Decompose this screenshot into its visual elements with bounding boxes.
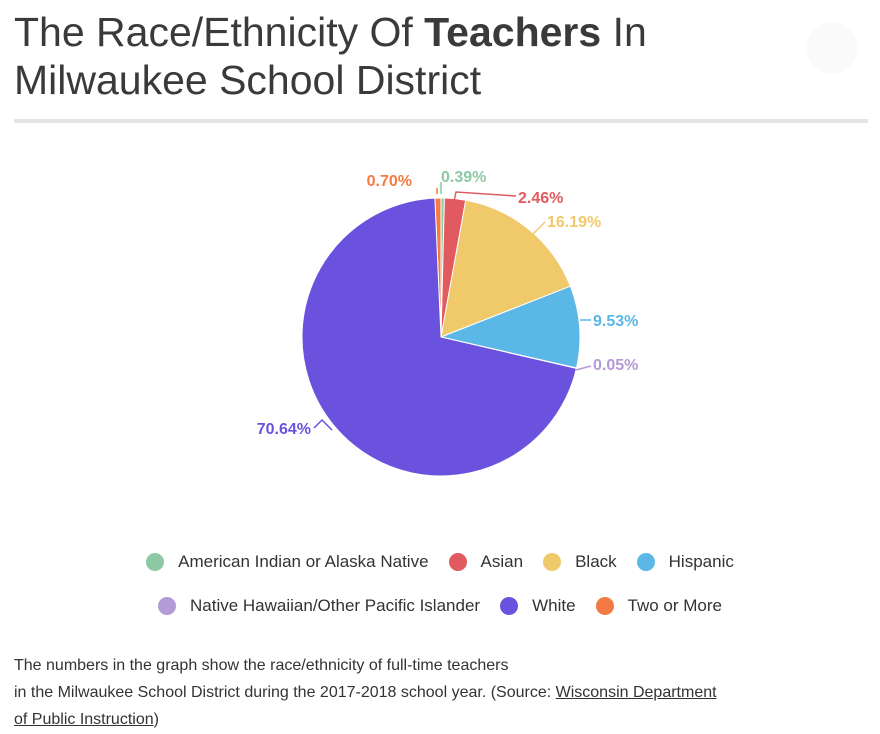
caption-line-1: The numbers in the graph show the race/e… <box>14 657 509 674</box>
legend-swatch <box>157 597 176 615</box>
legend-swatch <box>448 553 467 571</box>
legend-item-black[interactable]: Black <box>543 552 617 572</box>
data-label-american-indian-or-alaska-native: 0.39% <box>441 169 486 186</box>
source-link-cont[interactable]: of Public Instruction <box>14 711 154 728</box>
legend-swatch <box>500 597 519 615</box>
legend-label: Hispanic <box>668 552 734 571</box>
data-label-two-or-more: 0.70% <box>367 173 412 190</box>
data-label-native-hawaiian-other-pacific-islander: 0.05% <box>593 357 638 374</box>
legend-row: American Indian or Alaska Native Asian Bla… <box>0 540 880 584</box>
pie-slice-hispanic[interactable] <box>439 285 581 369</box>
page-title: The Race/Ethnicity Of Teachers In Milwau… <box>14 8 814 104</box>
chart-caption: The numbers in the graph show the race/e… <box>14 652 874 733</box>
legend-item-asian[interactable]: Asian <box>448 552 524 572</box>
legend-row: Native Hawaiian/Other Pacific Islander Wh… <box>0 584 880 628</box>
legend-label: White <box>532 596 576 615</box>
legend-swatch <box>595 597 614 615</box>
data-label-white: 70.64% <box>257 421 311 438</box>
legend-item-hispanic[interactable]: Hispanic <box>636 552 734 572</box>
legend-item-american-indian-or-alaska-native[interactable]: American Indian or Alaska Native <box>146 552 429 572</box>
pie-slice-white[interactable] <box>301 197 577 477</box>
caption-close: ) <box>153 711 159 728</box>
title-bold: Teachers <box>424 9 602 55</box>
legend-item-two-or-more[interactable]: Two or More <box>595 596 723 616</box>
caption-line-3: of Public Instruction) <box>14 706 874 733</box>
leader-line-asian <box>453 191 517 202</box>
chart-legend: American Indian or Alaska Native Asian Bla… <box>0 540 880 628</box>
legend-item-native-hawaiian-other-pacific-islander[interactable]: Native Hawaiian/Other Pacific Islander <box>157 596 481 616</box>
data-label-black: 16.19% <box>547 214 601 231</box>
legend-swatch <box>543 553 562 571</box>
leader-line-white <box>313 418 333 431</box>
legend-label: Asian <box>480 552 524 571</box>
pie-chart: 0.39% 2.46% 16.19% 9.53% 0.05% 70.64% 0.70% <box>257 169 638 477</box>
source-link[interactable]: Wisconsin Department <box>555 684 717 701</box>
data-label-asian: 2.46% <box>518 190 563 207</box>
legend-swatch <box>146 553 165 571</box>
caption-line-2: in the Milwaukee School District during … <box>14 679 874 706</box>
legend-label: Black <box>575 552 617 571</box>
legend-label: Native Hawaiian/Other Pacific Islander <box>189 596 481 615</box>
title-divider <box>14 119 868 123</box>
leader-line-native-hawaiian-other-pacific-islander <box>575 365 592 371</box>
title-post: In Milwaukee School District <box>14 9 647 103</box>
caption-line-2-text: in the Milwaukee School District during … <box>14 684 556 701</box>
legend-swatch <box>636 553 655 571</box>
title-pre: The Race/Ethnicity Of <box>14 9 425 55</box>
legend-item-white[interactable]: White <box>500 596 576 616</box>
legend-label: American Indian or Alaska Native <box>178 552 429 571</box>
share-button[interactable] <box>806 22 858 74</box>
legend-label: Two or More <box>627 596 723 615</box>
leader-line-black <box>531 221 546 236</box>
data-label-hispanic: 9.53% <box>593 313 638 330</box>
pie-slice-black[interactable] <box>440 199 572 338</box>
